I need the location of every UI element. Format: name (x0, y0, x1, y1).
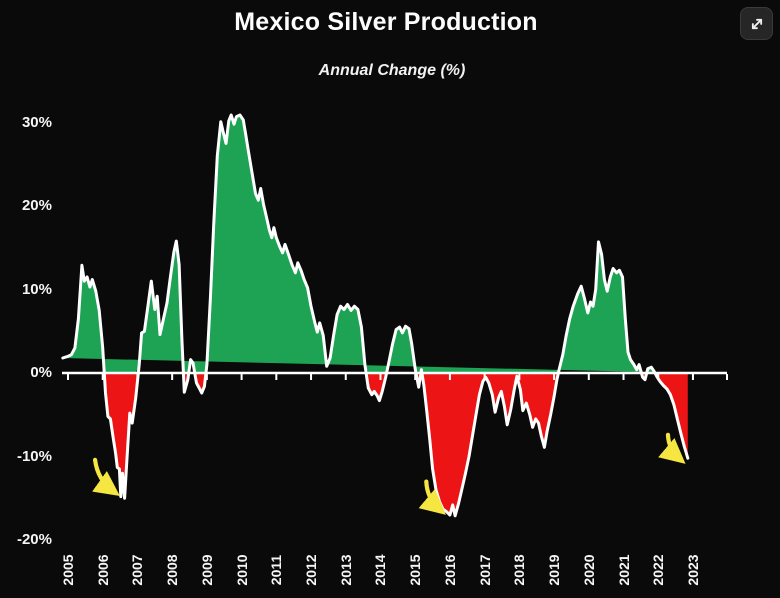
annotation-arrows (92, 432, 686, 515)
y-tick-label: 10% (21, 280, 52, 298)
x-tick-label: 2006 (94, 554, 111, 586)
y-tick-label: 20% (21, 197, 52, 214)
x-tick-label: 2020 (580, 554, 597, 586)
x-tick-label: 2012 (303, 554, 320, 586)
x-tick-label: 2011 (268, 554, 285, 586)
expand-icon (747, 14, 767, 34)
y-tick-label: -10% (16, 447, 52, 465)
x-tick-label: 2013 (337, 554, 354, 586)
annotation-arrow (418, 479, 446, 515)
x-tick-label: 2007 (129, 554, 146, 586)
y-tick-label: 30% (21, 113, 52, 131)
y-tick-label: -20% (16, 531, 52, 548)
x-tick-label: 2023 (684, 554, 701, 586)
negative-area (62, 373, 688, 516)
x-tick-label: 2021 (615, 554, 632, 586)
x-tick-label: 2016 (441, 554, 458, 586)
x-tick-label: 2015 (407, 554, 424, 586)
annotation-arrow (658, 432, 686, 464)
expand-button[interactable] (740, 7, 773, 40)
y-tick-label: 0% (30, 364, 52, 381)
x-tick-label: 2010 (233, 554, 250, 586)
x-axis-ticks (67, 374, 728, 380)
positive-area (62, 115, 688, 373)
page-subtitle: Annual Change (%) (318, 62, 466, 79)
x-tick-label: 2019 (546, 554, 563, 586)
series-line (61, 113, 690, 518)
x-tick-label: 2005 (60, 554, 76, 586)
page-title: Mexico Silver Production (234, 8, 538, 36)
x-tick-label: 2022 (650, 554, 667, 586)
x-tick-label: 2009 (198, 554, 215, 586)
x-tick-label: 2008 (164, 554, 181, 586)
x-tick-label: 2018 (511, 554, 528, 586)
annotation-arrow (92, 457, 120, 496)
x-tick-label: 2017 (476, 554, 493, 586)
x-tick-label: 2014 (372, 554, 389, 586)
